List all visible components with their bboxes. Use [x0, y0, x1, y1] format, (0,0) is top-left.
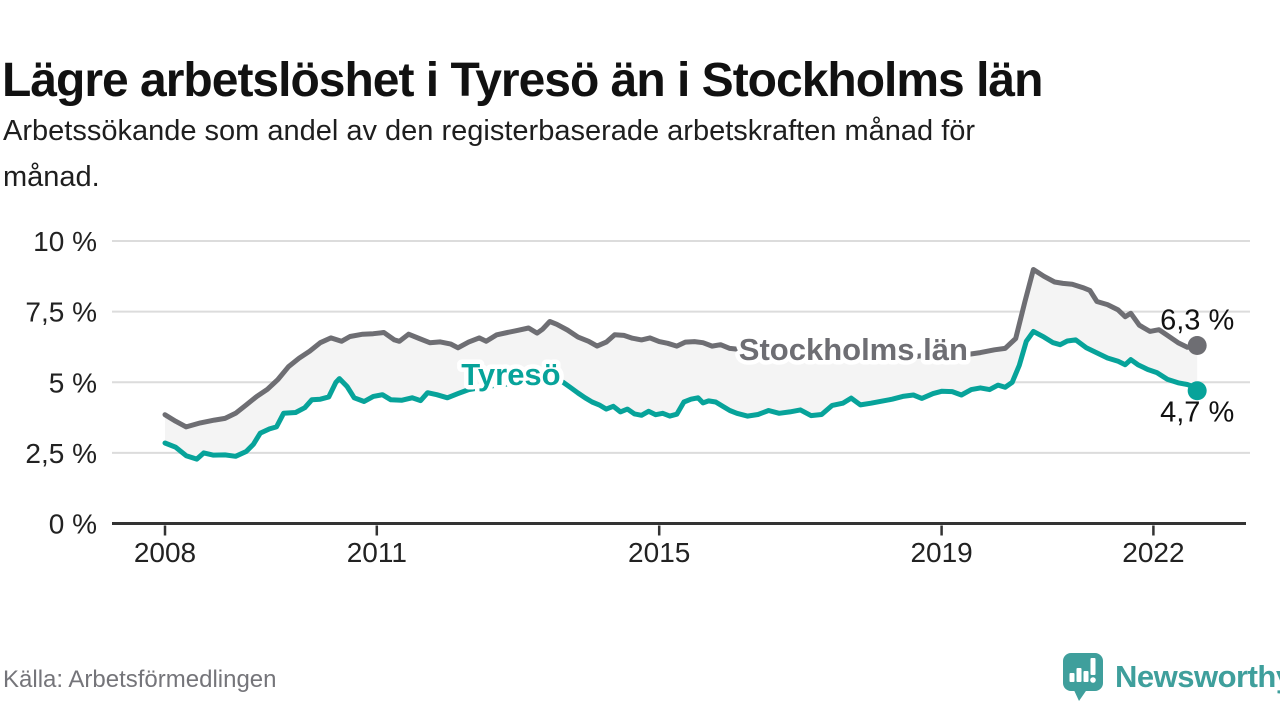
source-note: Källa: Arbetsförmedlingen — [3, 666, 277, 693]
x-axis-label: 2019 — [910, 537, 972, 568]
chart-title: Lägre arbetslöshet i Tyresö än i Stockho… — [2, 54, 1043, 108]
chart-subtitle: Arbetssökande som andel av den registerb… — [3, 108, 975, 200]
newsworthy-wordmark: Newsworthy — [1115, 658, 1280, 694]
y-axis-label: 7,5 % — [25, 297, 97, 328]
end-value-label-tyreso: 4,7 % — [1160, 397, 1234, 429]
y-axis-label: 10 % — [33, 226, 97, 257]
series-label-tyreso: Tyresö — [461, 357, 560, 392]
subtitle-line-1: Arbetssökande som andel av den registerb… — [3, 115, 976, 147]
newsworthy-logo: Newsworthy — [1060, 650, 1280, 703]
series-line-stockholm — [162, 267, 1200, 430]
x-axis-label: 2008 — [134, 537, 196, 568]
area-between-series — [165, 269, 1198, 460]
series-end-dot-stockholm — [1187, 336, 1207, 356]
end-value-label-stockholm: 6,3 % — [1160, 305, 1234, 337]
x-axis-label: 2022 — [1122, 537, 1184, 568]
x-axis-label: 2015 — [628, 537, 690, 568]
x-axis-label: 2011 — [347, 537, 407, 568]
subtitle-line-2: månad. — [3, 161, 100, 193]
newsworthy-logo-icon — [1063, 653, 1103, 701]
y-axis-label: 0 % — [49, 509, 97, 540]
y-axis-label: 5 % — [49, 367, 97, 398]
y-axis-label: 2,5 % — [25, 438, 97, 469]
series-line-tyreso — [162, 328, 1200, 462]
series-end-dot-tyreso — [1187, 381, 1207, 401]
series-label-stockholm: Stockholms län — [739, 332, 968, 367]
